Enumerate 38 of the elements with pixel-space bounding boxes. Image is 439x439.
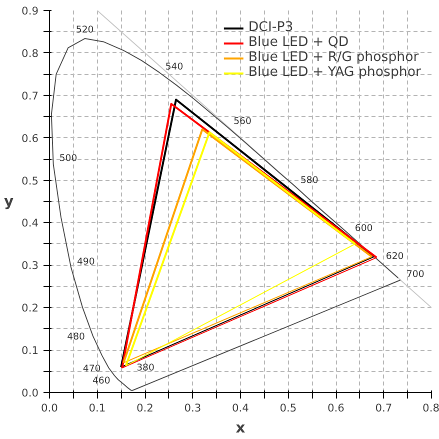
annotation: 520	[76, 24, 94, 36]
annotation: 460	[92, 375, 110, 386]
annotation: 560	[234, 116, 252, 128]
legend-label: Blue LED + QD	[248, 35, 349, 50]
y-axis-title: y	[4, 193, 14, 210]
annotation: 500	[59, 153, 78, 164]
x-tick-label: 0.3	[184, 402, 202, 414]
annotation: 490	[76, 256, 95, 268]
legend-label: DCI-P3	[248, 20, 294, 35]
x-tick-label: 0.8	[422, 402, 439, 414]
y-tick-label: 0.5	[22, 174, 39, 188]
x-tick-label: 0.2	[136, 402, 154, 414]
annotation: 700	[406, 269, 424, 280]
annotation: 380	[136, 362, 154, 374]
x-tick-label: 0.7	[375, 402, 392, 414]
y-tick-label: 0.4	[22, 216, 39, 230]
annotation: 480	[67, 332, 86, 343]
annotation: 580	[300, 174, 318, 186]
y-tick-label: 0.8	[22, 46, 39, 60]
x-tick-label: 0.5	[280, 402, 297, 414]
y-tick-label: 0.9	[22, 4, 39, 18]
legend-label: Blue LED + R/G phosphor	[248, 50, 419, 65]
y-tick-label: 0.3	[22, 259, 39, 272]
y-tick-label: 0.6	[22, 132, 39, 145]
y-tick-label: 0.0	[22, 386, 39, 400]
legend-label: Blue LED + YAG phosphor	[248, 65, 421, 80]
x-tick-label: 0.1	[88, 402, 106, 414]
y-tick-label: 0.1	[22, 344, 39, 358]
annotation: 470	[82, 363, 101, 374]
x-tick-label: 0.4	[232, 402, 250, 414]
annotation: 600	[354, 223, 373, 234]
y-tick-label: 0.2	[22, 302, 39, 315]
x-tick-label: 0.0	[41, 402, 58, 414]
annotation: 620	[386, 250, 404, 262]
y-tick-label: 0.7	[22, 89, 39, 102]
x-tick-label: 0.6	[328, 402, 345, 414]
annotation: 540	[165, 61, 184, 72]
x-axis-title: x	[236, 420, 246, 436]
